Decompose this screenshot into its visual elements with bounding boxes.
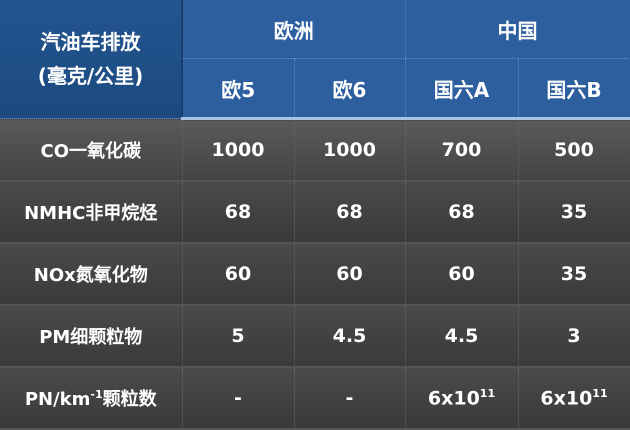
group-header-europe: 欧洲: [182, 0, 406, 59]
table-cell: 68: [182, 181, 295, 244]
table-cell: 500: [518, 118, 630, 182]
table-cell: 35: [518, 181, 630, 244]
table-row: PM细颗粒物 5 4.5 4.5 3: [0, 305, 630, 368]
table-cell: 4.5: [294, 305, 406, 368]
corner-title: 汽油车排放: [40, 30, 141, 54]
table-cell: 60: [294, 243, 406, 306]
table-cell: 3: [518, 305, 630, 368]
standard-header: 欧5: [182, 58, 295, 120]
table-cell: 6x1011: [518, 367, 630, 430]
table-cell: 700: [405, 118, 519, 182]
row-label: PM细颗粒物: [0, 305, 183, 368]
row-label-exponent: -1: [90, 388, 103, 401]
cell-base: 6x10: [427, 387, 480, 410]
cell-exponent: 11: [479, 386, 496, 400]
table-cell: 60: [182, 243, 295, 306]
table-row: NMHC非甲烷烃 68 68 68 35: [0, 181, 630, 244]
table-cell: 5: [182, 305, 295, 368]
standard-header: 欧6: [294, 58, 406, 120]
table-row: CO一氧化碳 1000 1000 700 500: [0, 118, 630, 182]
row-label-prefix: PN/km: [24, 389, 91, 410]
table-cell: 1000: [294, 118, 406, 182]
corner-unit: (毫克/公里): [37, 64, 144, 88]
table-cell: -: [182, 367, 295, 430]
row-label-suffix: 颗粒数: [102, 389, 157, 410]
row-label: CO一氧化碳: [0, 118, 183, 182]
standard-header: 国六B: [518, 58, 630, 120]
table-cell: 1000: [182, 118, 295, 182]
row-label: PN/km-1颗粒数: [0, 367, 183, 430]
table-cell: 4.5: [405, 305, 519, 368]
corner-header: 汽油车排放 (毫克/公里): [0, 0, 183, 119]
row-label: NOx氮氧化物: [0, 243, 183, 306]
cell-base: 6x10: [540, 387, 593, 410]
table-row: NOx氮氧化物 60 60 60 35: [0, 243, 630, 306]
table-cell: 35: [518, 243, 630, 306]
table-cell: 68: [294, 181, 406, 244]
standard-header: 国六A: [405, 58, 519, 120]
row-label: NMHC非甲烷烃: [0, 181, 183, 244]
table-cell: -: [294, 367, 406, 430]
table-cell: 68: [405, 181, 519, 244]
group-header-china: 中国: [405, 0, 630, 59]
table-cell: 6x1011: [405, 367, 519, 430]
cell-exponent: 11: [592, 386, 608, 400]
table-cell: 60: [405, 243, 519, 306]
table-row: PN/km-1颗粒数 - - 6x1011 6x1011: [0, 367, 630, 430]
